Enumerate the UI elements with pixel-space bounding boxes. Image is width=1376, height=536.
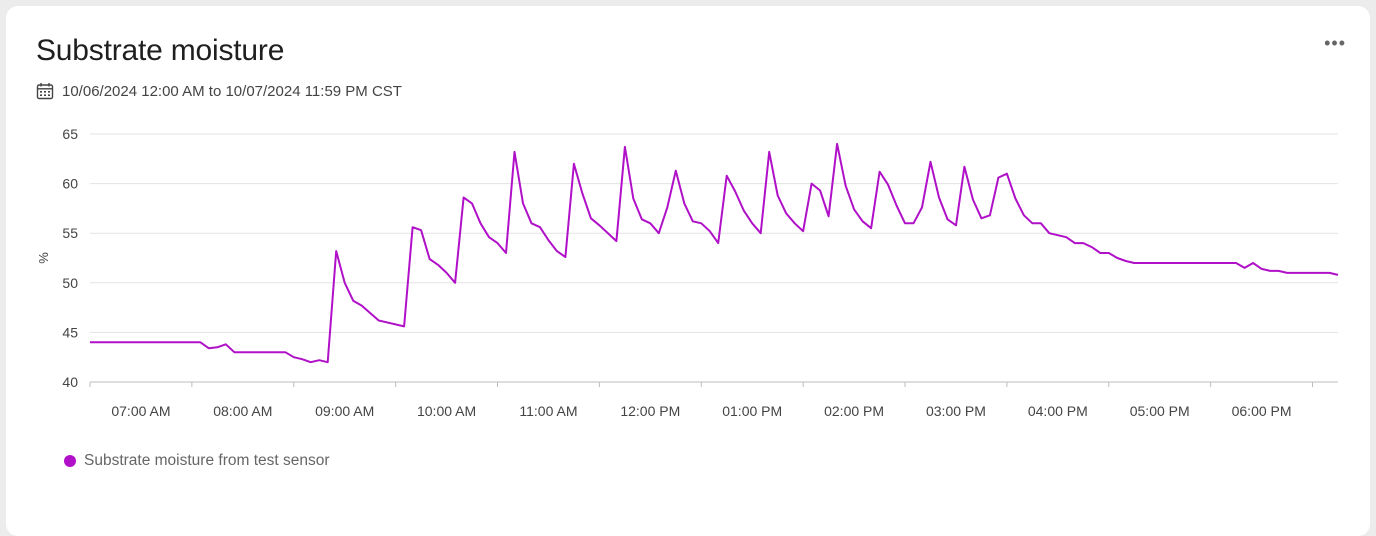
x-tick-label: 03:00 PM — [926, 403, 986, 419]
x-tick-label: 01:00 PM — [722, 403, 782, 419]
x-tick-label: 10:00 AM — [417, 403, 476, 419]
calendar-icon — [36, 83, 54, 100]
y-tick-label: 50 — [62, 275, 78, 291]
x-tick-label: 05:00 PM — [1130, 403, 1190, 419]
x-tick-label: 02:00 PM — [824, 403, 884, 419]
legend-label: Substrate moisture from test sensor — [84, 452, 330, 469]
more-options-icon[interactable]: ••• — [1324, 33, 1346, 53]
x-tick-label: 11:00 AM — [519, 403, 577, 419]
y-tick-label: 45 — [62, 324, 78, 340]
x-tick-label: 07:00 AM — [111, 403, 170, 419]
x-tick-label: 12:00 PM — [620, 403, 680, 419]
chart-title: Substrate moisture — [36, 34, 285, 67]
date-range-text: 10/06/2024 12:00 AM to 10/07/2024 11:59 … — [62, 82, 402, 100]
series-line — [90, 142, 1339, 364]
x-tick-label: 09:00 AM — [315, 403, 374, 419]
y-tick-label: 60 — [62, 176, 78, 192]
x-tick-label: 04:00 PM — [1028, 403, 1088, 419]
x-tick-label: 06:00 PM — [1232, 403, 1292, 419]
date-range: 10/06/2024 12:00 AM to 10/07/2024 11:59 … — [36, 82, 402, 100]
y-axis-label: % — [36, 252, 51, 264]
legend-dot-icon — [64, 455, 76, 467]
legend-item[interactable]: Substrate moisture from test sensor — [64, 452, 330, 470]
x-tick-label: 08:00 AM — [213, 403, 272, 419]
y-tick-label: 40 — [62, 374, 78, 390]
chart-card: Substrate moisture ••• 10/06/2024 12:00 … — [6, 6, 1370, 536]
moisture-line-chart: 40 45 50 55 60 65% 07:00 AM 08:00 AM 09:00 AM 10:… — [36, 126, 1339, 419]
y-tick-label: 65 — [62, 126, 78, 142]
y-tick-label: 55 — [62, 225, 78, 241]
